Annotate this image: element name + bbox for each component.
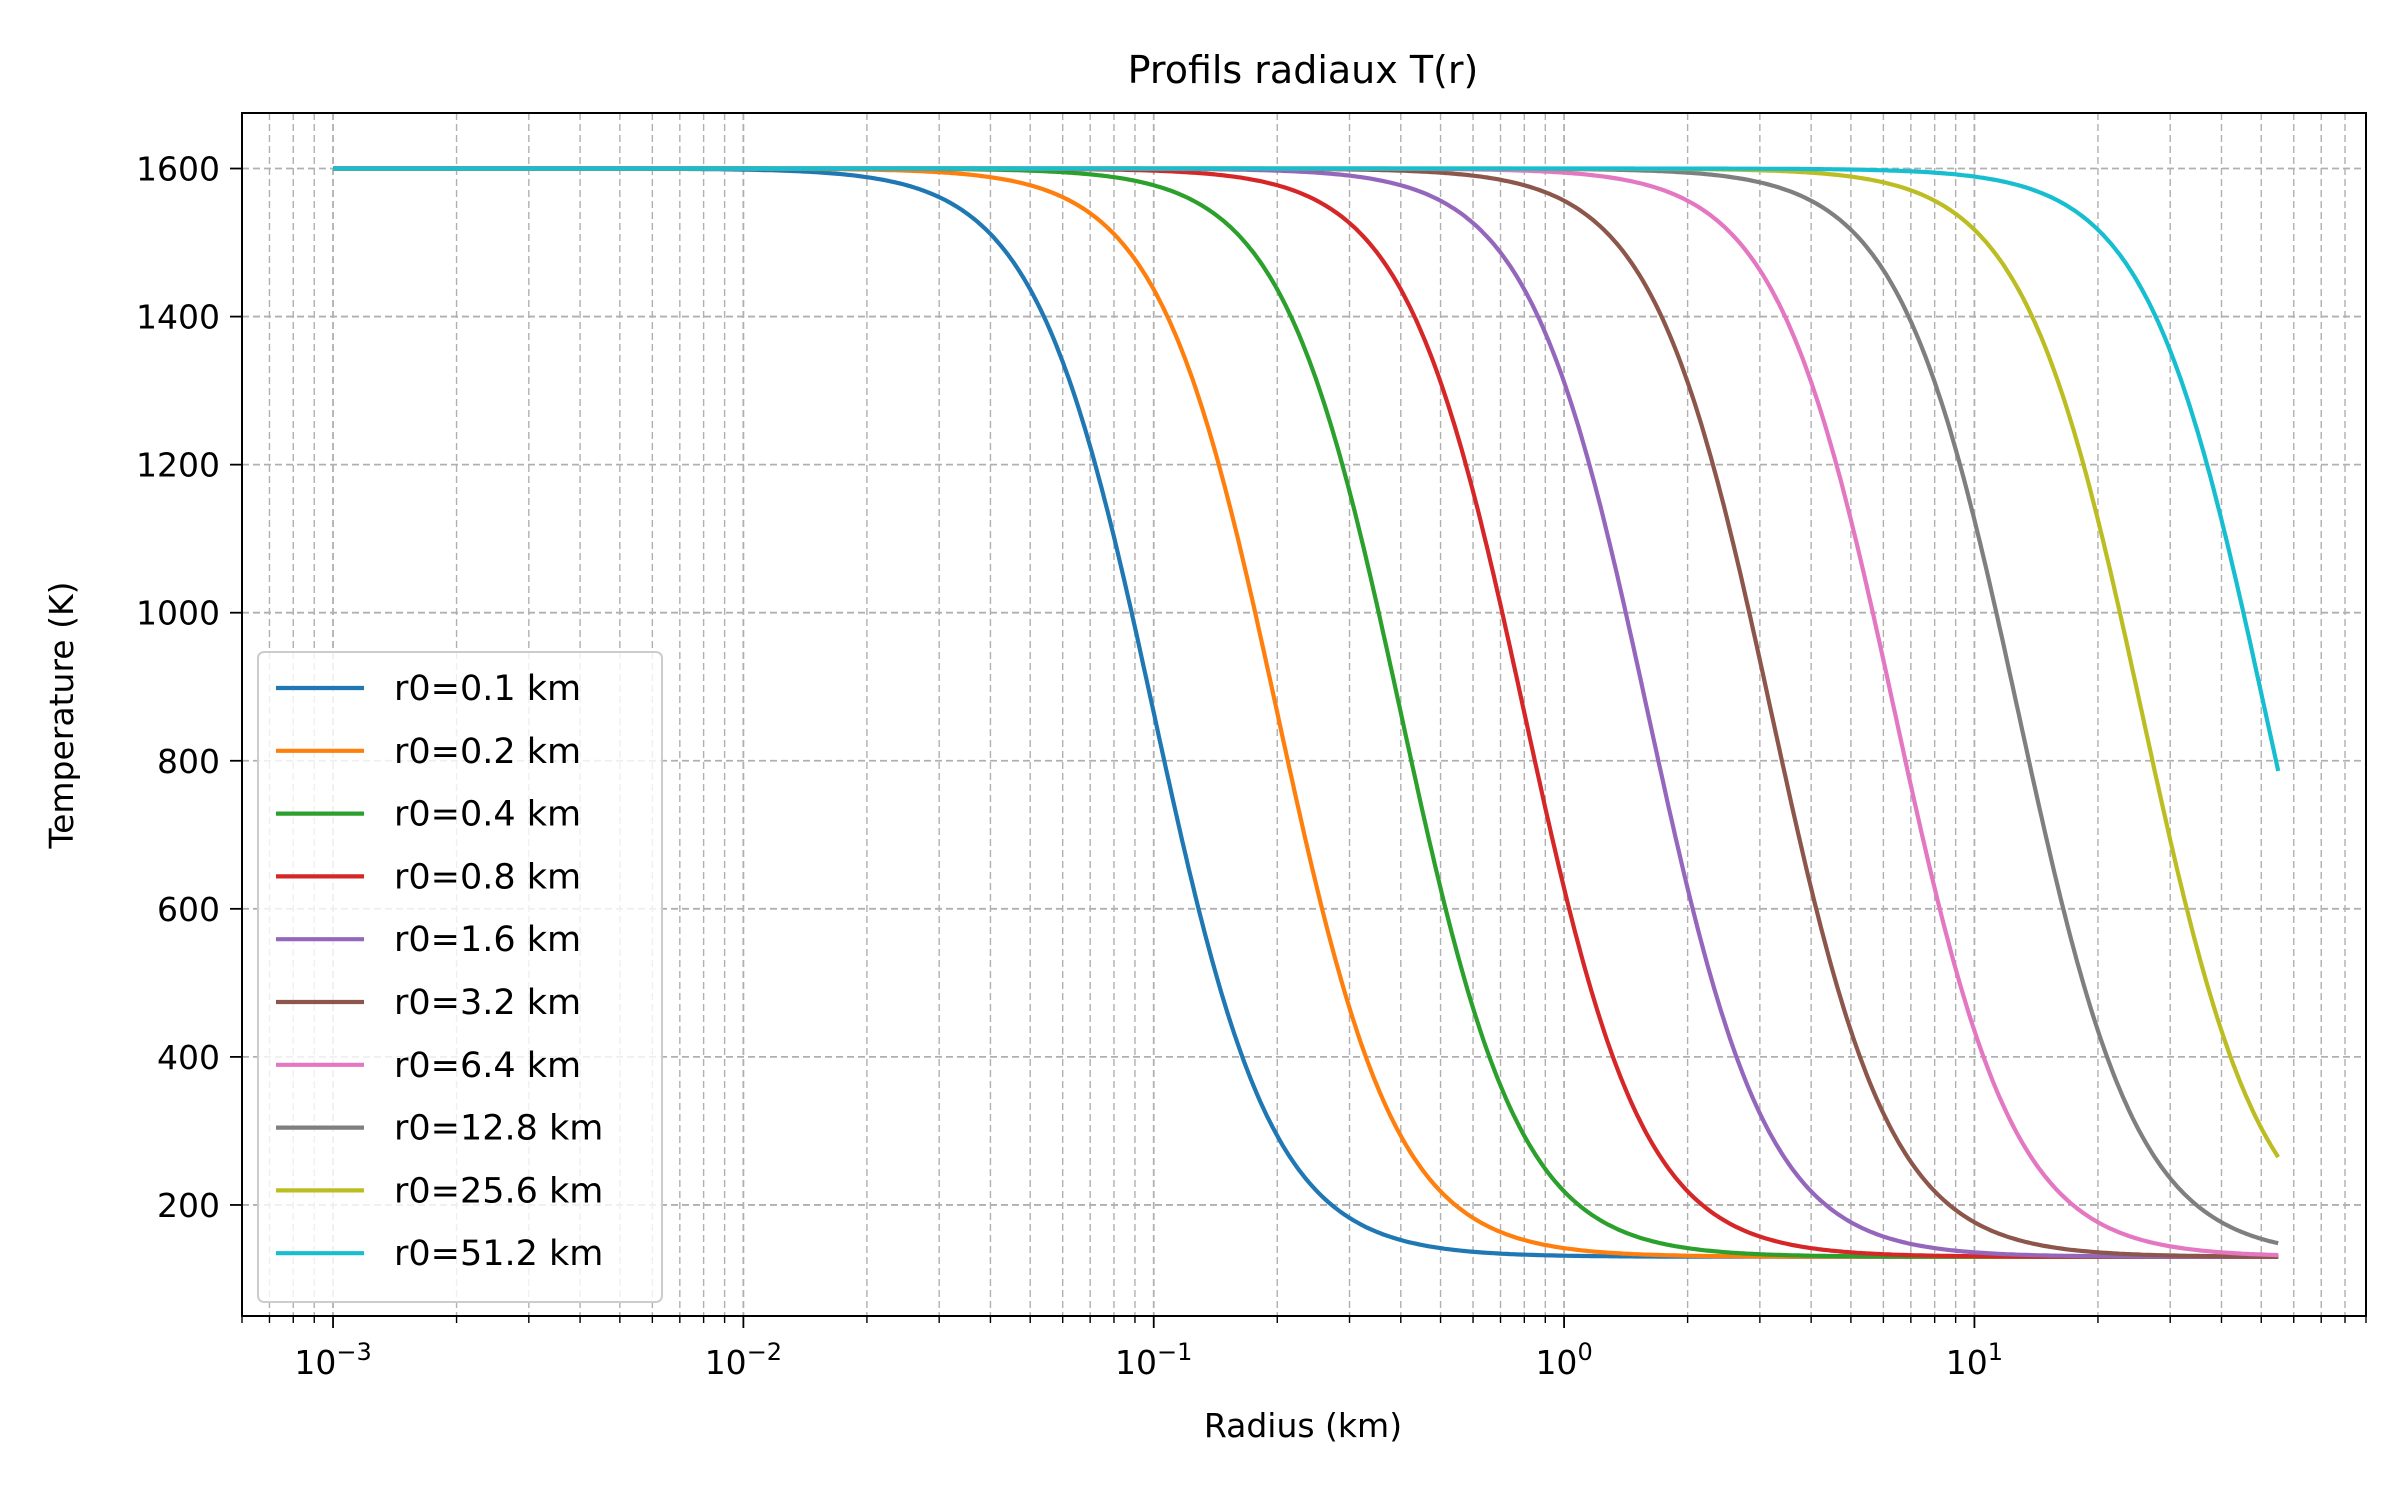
x-tick-label: 101 — [1946, 1338, 2003, 1382]
x-tick-base: 10 — [1535, 1343, 1577, 1382]
x-tick-base: 10 — [1946, 1343, 1988, 1382]
legend-label: r0=0.4 km — [394, 795, 581, 835]
x-tick-exponent: −3 — [336, 1338, 371, 1366]
x-tick-label: 10−3 — [294, 1338, 371, 1382]
legend-label: r0=12.8 km — [394, 1109, 603, 1149]
x-tick-base: 10 — [705, 1343, 747, 1382]
y-tick-label: 400 — [157, 1038, 220, 1077]
legend-label: r0=0.2 km — [394, 732, 581, 772]
legend-label: r0=1.6 km — [394, 920, 581, 960]
series-line — [333, 166, 2281, 772]
x-tick-base: 10 — [294, 1343, 336, 1382]
y-tick-label: 1000 — [136, 594, 220, 633]
x-tick-exponent: −2 — [747, 1338, 782, 1366]
y-tick-label: 1200 — [136, 446, 220, 485]
legend-label: r0=25.6 km — [394, 1171, 603, 1211]
y-tick-label: 800 — [157, 742, 220, 781]
x-tick-label: 100 — [1535, 1338, 1592, 1382]
plot-lines — [333, 166, 2281, 1259]
y-tick-label: 600 — [157, 890, 220, 929]
x-tick-exponent: 1 — [1988, 1338, 2003, 1366]
y-tick-label: 1600 — [136, 150, 220, 189]
legend-label: r0=3.2 km — [394, 983, 581, 1023]
y-tick-label: 1400 — [136, 298, 220, 337]
legend-label: r0=0.8 km — [394, 857, 581, 897]
x-axis-label: Radius (km) — [1204, 1406, 1402, 1445]
x-tick-label: 10−2 — [705, 1338, 782, 1382]
y-axis-label: Temperature (K) — [42, 582, 81, 850]
x-tick-exponent: 0 — [1577, 1338, 1592, 1366]
legend-label: r0=6.4 km — [394, 1046, 581, 1086]
legend: r0=0.1 km r0=0.2 km r0=0.4 km r0=0.8 km r0=1… — [257, 651, 663, 1303]
axes-frame — [241, 112, 2367, 1317]
x-axis-ticks: 10−3 10−2 10−1 100 101 — [241, 1316, 2367, 1382]
y-tick-label: 200 — [157, 1186, 220, 1225]
x-tick-label: 10−1 — [1115, 1338, 1192, 1382]
legend-label: r0=0.1 km — [394, 669, 581, 709]
x-tick-base: 10 — [1115, 1343, 1157, 1382]
chart-title: Profils radiaux T(r) — [1128, 48, 1479, 92]
y-axis-ticks: 200 400 600 800 1000 1200 1400 1600 — [136, 150, 242, 1225]
legend-label: r0=51.2 km — [394, 1234, 603, 1274]
x-tick-exponent: −1 — [1157, 1338, 1192, 1366]
